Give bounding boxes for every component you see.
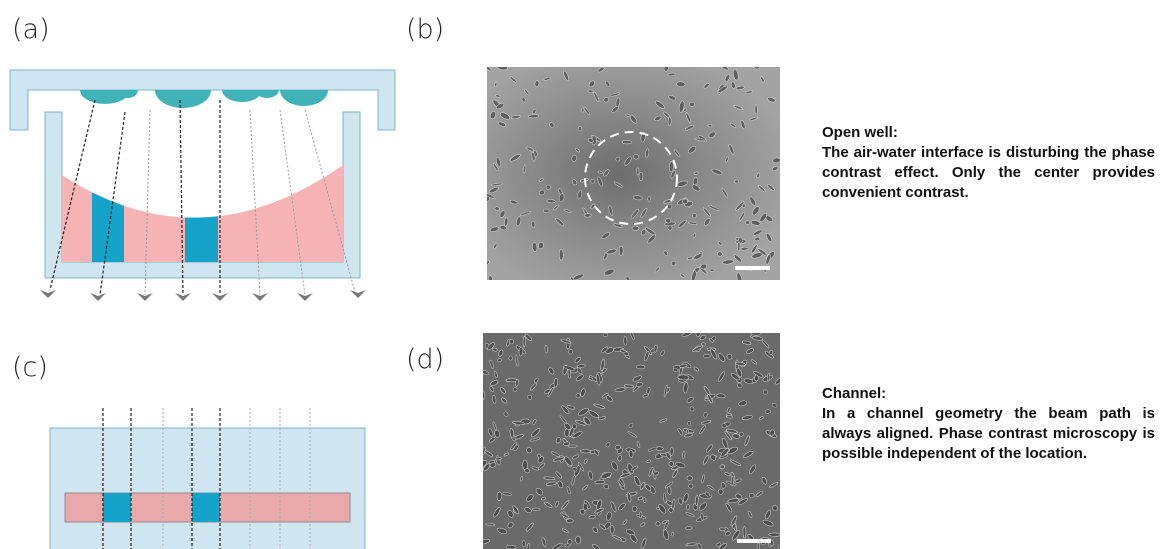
cell <box>668 117 672 126</box>
cell <box>670 447 673 455</box>
cell <box>735 180 739 184</box>
cell <box>636 365 645 369</box>
cell <box>743 526 746 538</box>
cell <box>765 409 771 413</box>
cell <box>637 168 640 175</box>
cell <box>749 493 755 498</box>
cell <box>696 330 701 337</box>
cell <box>719 528 725 531</box>
cell <box>572 424 576 429</box>
cell <box>591 179 595 183</box>
cell <box>682 199 687 204</box>
cell <box>497 492 502 501</box>
cell <box>619 246 623 255</box>
cell <box>769 533 781 537</box>
description: Channel: In a channel geometry the beam … <box>822 384 1155 464</box>
cell <box>648 197 651 202</box>
cell <box>710 269 715 272</box>
cell <box>632 506 637 512</box>
cell <box>689 102 694 106</box>
cell <box>543 209 549 212</box>
cell <box>482 392 485 400</box>
cell <box>559 249 563 260</box>
cell <box>687 504 690 510</box>
cell <box>772 158 780 163</box>
cell <box>720 465 725 469</box>
description-title: Channel: <box>822 384 1155 404</box>
cell <box>568 539 573 544</box>
cell <box>703 354 710 357</box>
cell <box>692 213 696 218</box>
cell <box>639 172 643 181</box>
cell <box>687 421 690 425</box>
micrograph-open-well <box>487 67 780 280</box>
cell <box>745 220 750 224</box>
description-text: In a channel geometry the beam path is a… <box>822 404 1155 464</box>
cell <box>523 336 526 347</box>
description: Open well: The air-water interface is di… <box>822 123 1155 203</box>
cell <box>754 375 758 381</box>
cell <box>677 82 686 87</box>
description-text: The air-water interface is disturbing th… <box>822 143 1155 203</box>
cell <box>687 476 693 481</box>
cell <box>678 375 690 381</box>
cell <box>755 105 757 114</box>
cell <box>528 114 539 118</box>
open-well-diagram <box>10 70 395 301</box>
cell <box>622 140 632 144</box>
cell <box>610 526 614 534</box>
channel-diagram <box>50 408 365 549</box>
cell <box>575 536 580 544</box>
cell <box>566 519 573 523</box>
cell <box>632 226 639 231</box>
cell <box>547 199 556 203</box>
cell <box>669 161 674 172</box>
cell <box>580 449 591 453</box>
cell <box>686 526 693 529</box>
cell <box>595 480 605 484</box>
panel-label: (b) <box>406 14 444 45</box>
drawing <box>0 0 1176 549</box>
panel-label: (c) <box>12 352 48 383</box>
cell <box>584 214 592 218</box>
figure: (a) (b) (c) (d) Open well: The air-water… <box>0 0 1176 549</box>
description-title: Open well: <box>822 123 1155 143</box>
cell <box>568 349 572 354</box>
cell <box>522 541 526 547</box>
cell <box>624 336 628 345</box>
panel-label: (d) <box>406 344 444 375</box>
cell <box>754 66 759 70</box>
cell <box>568 445 578 447</box>
cell <box>738 242 740 251</box>
cell <box>581 108 584 112</box>
panel-label: (a) <box>12 14 50 45</box>
